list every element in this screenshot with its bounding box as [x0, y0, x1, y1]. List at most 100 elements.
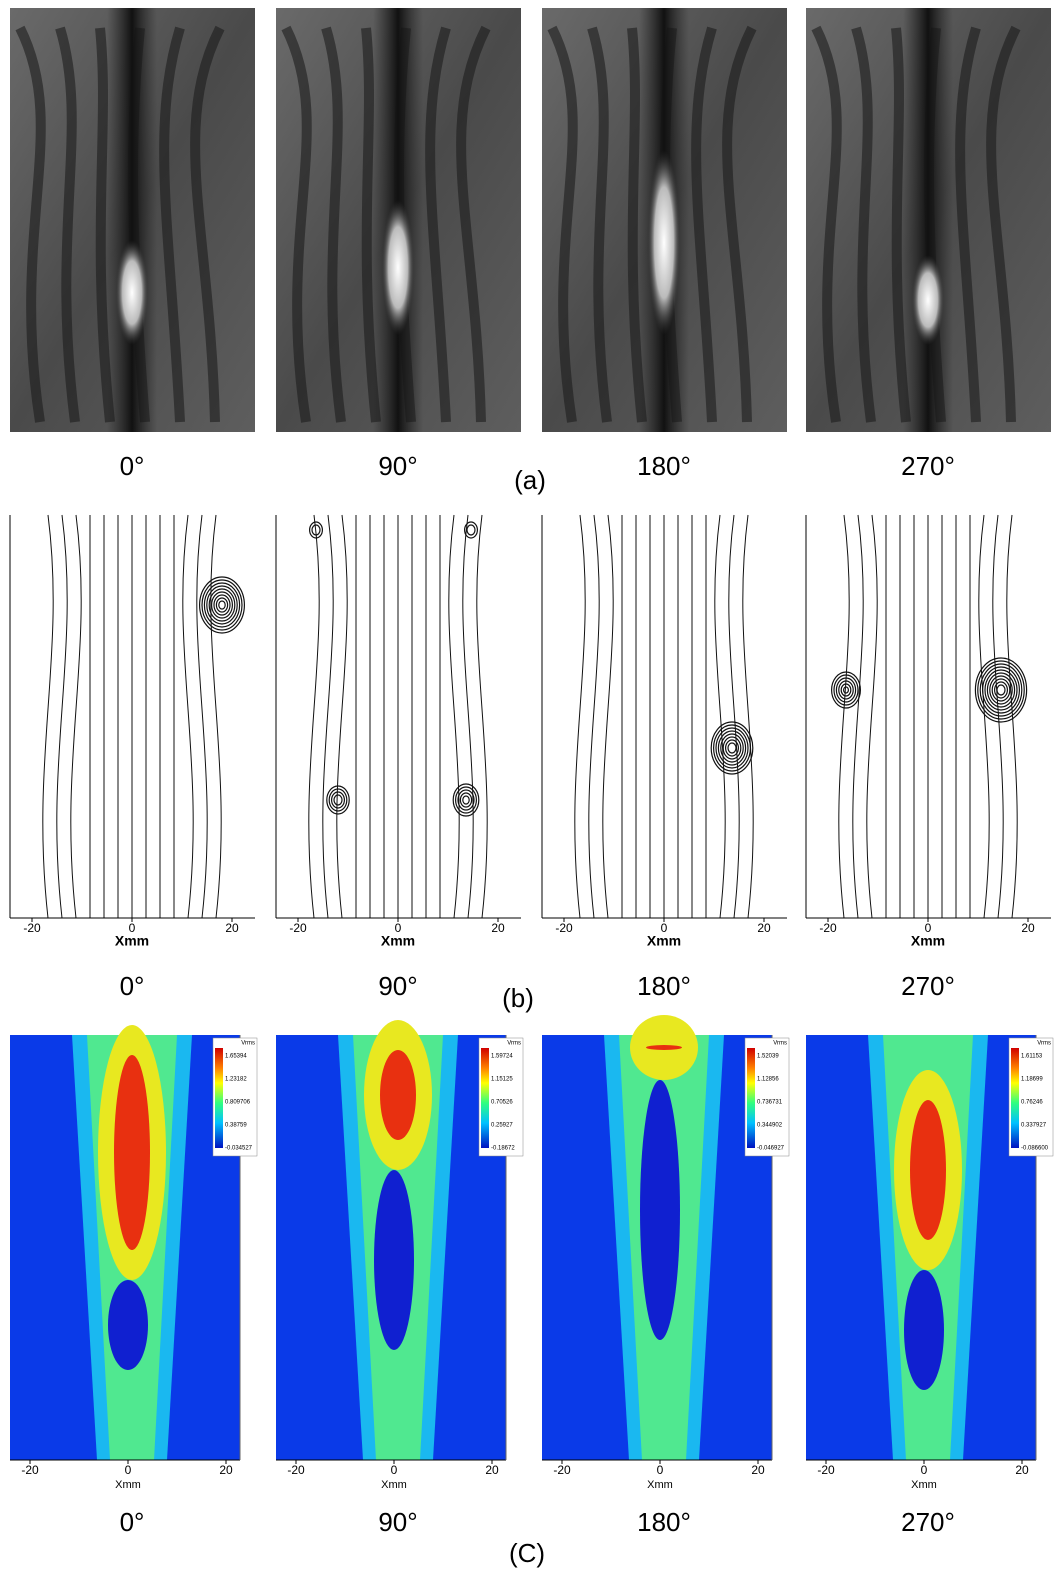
vortex-streak: [95, 27, 115, 423]
streamline: [476, 514, 488, 919]
colorbar-label: -0.046927: [757, 1146, 785, 1152]
streamline: [462, 514, 474, 919]
colorbar-label: 0.337927: [1021, 1123, 1047, 1129]
vortex: [974, 657, 1028, 723]
panel: 90°: [276, 8, 521, 481]
x-tick-label: 0: [921, 1463, 928, 1477]
vortex: [218, 600, 226, 610]
colorbar-label: 1.61153: [1021, 1054, 1043, 1060]
panel: 0°: [10, 8, 255, 481]
colorbar-label: 1.12856: [757, 1077, 779, 1083]
vortex-streak: [955, 26, 981, 423]
panel: -20 0 20 Xmm 180°: [541, 514, 787, 1001]
vortex: [989, 675, 1013, 705]
vortex: [724, 739, 739, 757]
colorbar-label: -0.086600: [1021, 1146, 1049, 1152]
vortex-streak: [587, 26, 612, 423]
x-axis-title: Xmm: [115, 1479, 141, 1491]
panel: Vrms 1.52039 1.12856 0.736731 0.344902 -0.046…: [542, 1015, 790, 1537]
vortex: [199, 576, 246, 634]
vortex: [830, 671, 861, 709]
streamline: [574, 514, 586, 919]
x-axis-title: Xmm: [911, 1479, 937, 1491]
x-tick-label: 0: [925, 921, 932, 935]
x-tick-label: 20: [485, 1463, 499, 1477]
x-axis-title: Xmm: [911, 933, 945, 949]
x-tick-label: 20: [219, 1463, 233, 1477]
vortex: [455, 786, 478, 814]
colorbar-label: 1.18699: [1021, 1077, 1043, 1083]
vortex: [722, 736, 742, 760]
x-tick-label: 20: [1015, 1463, 1029, 1477]
vortex: [986, 672, 1016, 708]
x-tick-label: 20: [1021, 921, 1035, 935]
vortex: [712, 724, 751, 772]
vortex: [309, 521, 324, 539]
phase-label: 180°: [637, 1507, 691, 1537]
x-tick-label: -20: [553, 1463, 571, 1477]
vortex: [835, 677, 857, 703]
colorbar-label: 1.52039: [757, 1054, 779, 1060]
panel: -20 0 20 Xmm 0°: [9, 514, 255, 1001]
panel: 270°: [806, 8, 1051, 481]
phase-label: 90°: [378, 971, 417, 1001]
vortex: [727, 742, 737, 754]
vortex-streak: [627, 27, 647, 423]
vortex: [991, 678, 1011, 702]
streamline: [70, 514, 82, 919]
x-tick-label: -20: [287, 1463, 305, 1477]
x-axis-title: Xmm: [647, 933, 681, 949]
streamline: [588, 514, 600, 919]
vortex: [464, 521, 479, 539]
phase-label: 270°: [901, 451, 955, 481]
colorbar-title: Vrms: [241, 1041, 255, 1047]
x-tick-label: 0: [657, 1463, 664, 1477]
colorbar-label: 1.59724: [491, 1054, 513, 1060]
x-tick-label: 20: [751, 1463, 765, 1477]
jet-core: [903, 8, 953, 432]
colorbar-label: 0.809706: [225, 1100, 251, 1106]
vortex-streak: [851, 26, 876, 423]
x-tick-label: 0: [661, 921, 668, 935]
streamline: [728, 514, 740, 919]
flame: [912, 255, 944, 345]
contour-red: [114, 1055, 150, 1250]
phase-label: 90°: [378, 451, 417, 481]
colorbar: [215, 1048, 223, 1148]
contour-red: [646, 1045, 682, 1050]
colorbar-label: 0.25927: [491, 1123, 513, 1129]
streamline: [448, 514, 460, 919]
contour-red: [380, 1050, 416, 1140]
colorbar-label: 1.23182: [225, 1077, 247, 1083]
vortex-streak: [361, 27, 381, 423]
streamline: [866, 514, 878, 919]
x-tick-label: -20: [817, 1463, 835, 1477]
vortex: [715, 727, 749, 769]
vortex-streak: [159, 26, 185, 423]
vortex-streak: [321, 26, 346, 423]
colorbar-label: 0.76246: [1021, 1100, 1043, 1106]
colorbar-label: 1.65394: [225, 1054, 247, 1060]
streamline: [308, 514, 320, 919]
contour-low: [108, 1280, 148, 1370]
flame: [116, 240, 148, 345]
vortex: [462, 795, 470, 805]
phase-label: 180°: [637, 451, 691, 481]
row-label: (C): [509, 1538, 545, 1568]
panel: Vrms 1.65394 1.23182 0.809706 0.38759 -0.0345…: [10, 1025, 258, 1537]
phase-label: 180°: [637, 971, 691, 1001]
streamline: [838, 514, 850, 919]
x-axis-title: Xmm: [115, 933, 149, 949]
colorbar-label: 0.344902: [757, 1123, 783, 1129]
panel: -20 0 20 Xmm 90°: [275, 514, 521, 1001]
vortex: [213, 594, 231, 616]
streamline: [196, 514, 208, 919]
colorbar: [747, 1048, 755, 1148]
flame: [648, 150, 680, 335]
colorbar-title: Vrms: [507, 1041, 521, 1047]
colorbar-title: Vrms: [1037, 1041, 1051, 1047]
vortex: [710, 721, 754, 775]
x-tick-label: 0: [395, 921, 402, 935]
x-tick-label: 0: [391, 1463, 398, 1477]
